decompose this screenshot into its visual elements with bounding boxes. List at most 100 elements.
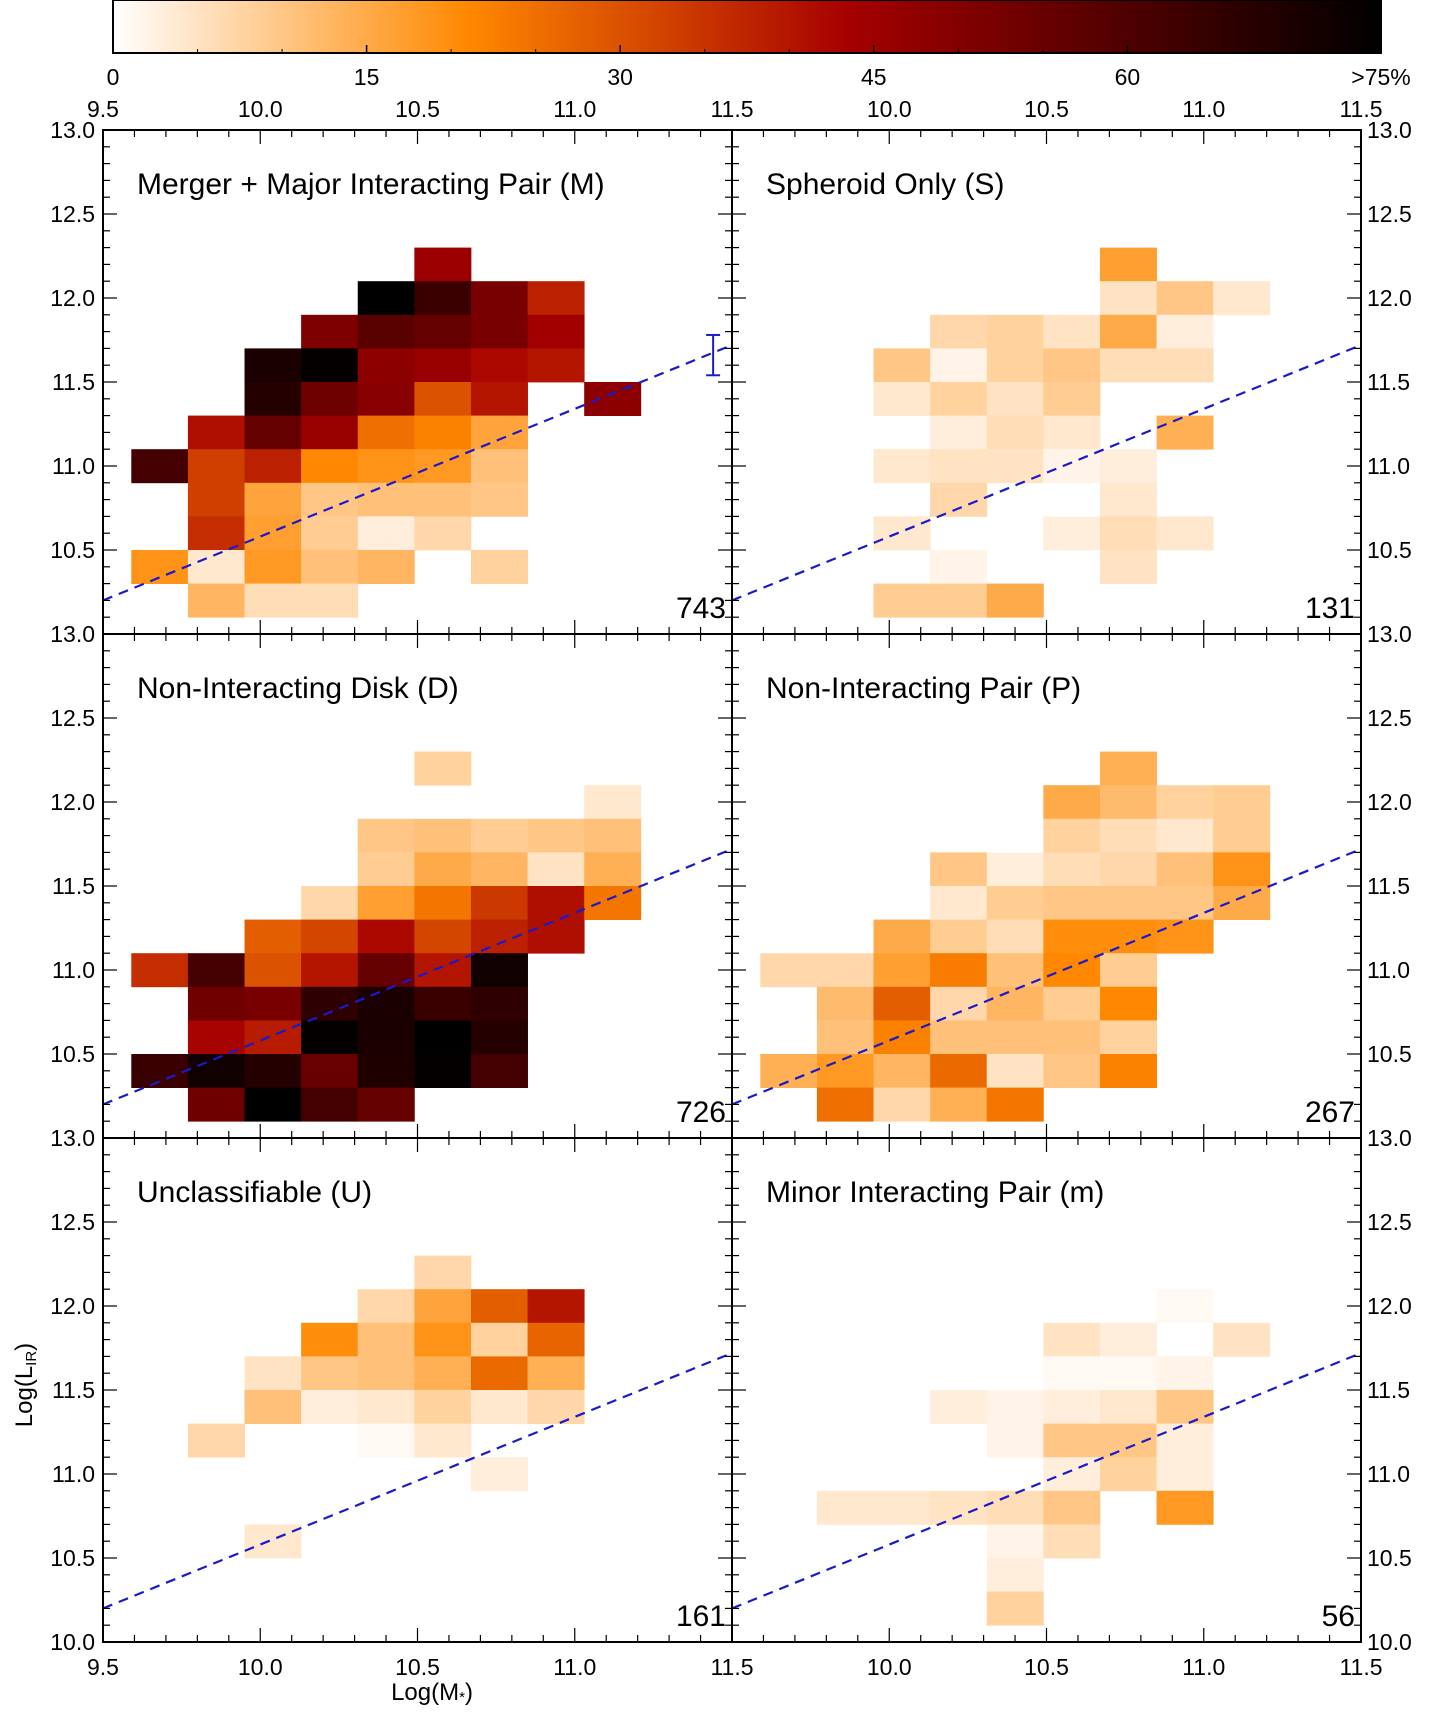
colorbar-tick-label: 0 xyxy=(107,64,120,90)
heatmap-cell xyxy=(930,1054,988,1088)
heatmap-cell xyxy=(357,314,415,349)
heatmap-cell xyxy=(131,449,189,484)
heatmap-cell xyxy=(1156,415,1214,450)
heatmap-cell xyxy=(986,919,1044,954)
heatmap-cell xyxy=(244,1054,302,1088)
y-tick-label: 11.0 xyxy=(52,453,95,479)
heatmap-cell xyxy=(930,1020,988,1055)
y-tick-label: 12.0 xyxy=(50,285,95,311)
heatmap-cell xyxy=(470,382,528,416)
heatmap-cell xyxy=(301,953,359,988)
heatmap-cell xyxy=(1043,1020,1101,1055)
heatmap-cell xyxy=(584,886,642,920)
heatmap-cell xyxy=(301,1390,359,1424)
heatmap-cell xyxy=(1099,1054,1157,1088)
heatmap-cell xyxy=(1043,1423,1101,1458)
heatmap-cell xyxy=(301,382,359,416)
heatmap-cell xyxy=(986,886,1044,920)
x-tick-label: 10.5 xyxy=(1024,1654,1069,1680)
heatmap-cell xyxy=(873,919,931,954)
heatmap-cell xyxy=(930,583,988,618)
heatmap-cell xyxy=(873,382,931,416)
panel-title: Minor Interacting Pair (m) xyxy=(766,1176,1104,1209)
heatmap-cell xyxy=(1213,818,1271,853)
heatmap-cell xyxy=(414,382,472,416)
heatmap-cell xyxy=(873,986,931,1021)
panel-count: 267 xyxy=(1305,1096,1355,1129)
heatmap-cell xyxy=(470,1020,528,1055)
heatmap-cell xyxy=(301,583,359,618)
heatmap-cell xyxy=(470,818,528,853)
heatmap-cell xyxy=(1043,953,1101,988)
heatmap-cell xyxy=(1156,919,1214,954)
y-tick-label: 10.0 xyxy=(1367,1629,1412,1655)
heatmap-cell xyxy=(930,482,988,517)
heatmap-cell xyxy=(873,449,931,484)
x-tick-label: 11.5 xyxy=(1339,1654,1382,1680)
heatmap-cell xyxy=(986,1591,1044,1626)
y-tick-label: 11.5 xyxy=(1367,369,1410,395)
heatmap-cell xyxy=(584,818,642,853)
heatmap-cell xyxy=(187,449,245,484)
heatmap-cell xyxy=(470,1054,528,1088)
heatmap-cell xyxy=(470,449,528,484)
y-tick-label: 13.0 xyxy=(1367,621,1412,647)
heatmap-cell xyxy=(584,382,642,416)
heatmap-cell xyxy=(1043,449,1101,484)
heatmap-cell xyxy=(1043,1490,1101,1525)
heatmap-cell xyxy=(873,516,931,551)
heatmap-cell xyxy=(414,1322,472,1357)
y-tick-label: 12.5 xyxy=(50,1209,95,1235)
heatmap-cell xyxy=(1043,886,1101,920)
heatmap-cell xyxy=(816,1087,874,1122)
heatmap-cell xyxy=(187,1087,245,1122)
heatmap-cell xyxy=(470,348,528,383)
heatmap-cell xyxy=(414,482,472,517)
heatmap-cell xyxy=(131,550,189,584)
y-tick-label: 13.0 xyxy=(1367,1125,1412,1151)
heatmap-cell xyxy=(1156,1490,1214,1525)
heatmap-cell xyxy=(357,382,415,416)
panel-pair: Non-Interacting Pair (P) 267 10.5 11.0 11.5 1… xyxy=(731,621,1412,1139)
heatmap-cell xyxy=(357,550,415,584)
colorbar-tick-label: 30 xyxy=(607,64,633,90)
heatmap-cell xyxy=(1043,348,1101,383)
x-tick-label: 10.0 xyxy=(238,1654,283,1680)
heatmap-cell xyxy=(1099,751,1157,786)
heatmap-cell xyxy=(131,1054,189,1088)
heatmap-cell xyxy=(986,1423,1044,1458)
y-tick-label: 12.5 xyxy=(1367,1209,1412,1235)
y-tick-label: 10.5 xyxy=(50,1041,95,1067)
heatmap-cell xyxy=(1156,348,1214,383)
y-axis-title-sub: IR xyxy=(23,1351,40,1366)
y-tick-label: 11.0 xyxy=(52,1461,95,1487)
heatmap-cell xyxy=(301,986,359,1021)
heatmap-cell xyxy=(301,1322,359,1357)
heatmap-cell xyxy=(357,1390,415,1424)
heatmap-cell xyxy=(986,382,1044,416)
heatmap-cell xyxy=(244,953,302,988)
heatmap-cell xyxy=(187,986,245,1021)
heatmap-cell xyxy=(1213,852,1271,887)
heatmap-cell xyxy=(244,449,302,484)
heatmap-cell xyxy=(301,550,359,584)
heatmap-cell xyxy=(1099,1322,1157,1357)
colorbar: 0 15 30 45 60 >75% xyxy=(107,0,1411,90)
heatmap-cell xyxy=(1043,415,1101,450)
heatmap-cell xyxy=(1156,516,1214,551)
heatmap-cell xyxy=(1156,886,1214,920)
heatmap-cells xyxy=(131,247,642,618)
heatmap-cell xyxy=(301,886,359,920)
y-tick-label: 11.5 xyxy=(52,873,95,899)
y-tick-label: 12.0 xyxy=(50,789,95,815)
heatmap-cells xyxy=(760,751,1271,1122)
heatmap-cell xyxy=(244,1390,302,1424)
y-tick-label: 12.5 xyxy=(50,201,95,227)
heatmap-cell xyxy=(244,382,302,416)
top-x-tick-label: 11.5 xyxy=(710,96,753,122)
heatmap-cell xyxy=(357,1087,415,1122)
heatmap-cell xyxy=(470,1457,528,1492)
heatmap-cell xyxy=(873,1054,931,1088)
y-tick-label: 13.0 xyxy=(50,621,95,647)
heatmap-cell xyxy=(1099,1020,1157,1055)
